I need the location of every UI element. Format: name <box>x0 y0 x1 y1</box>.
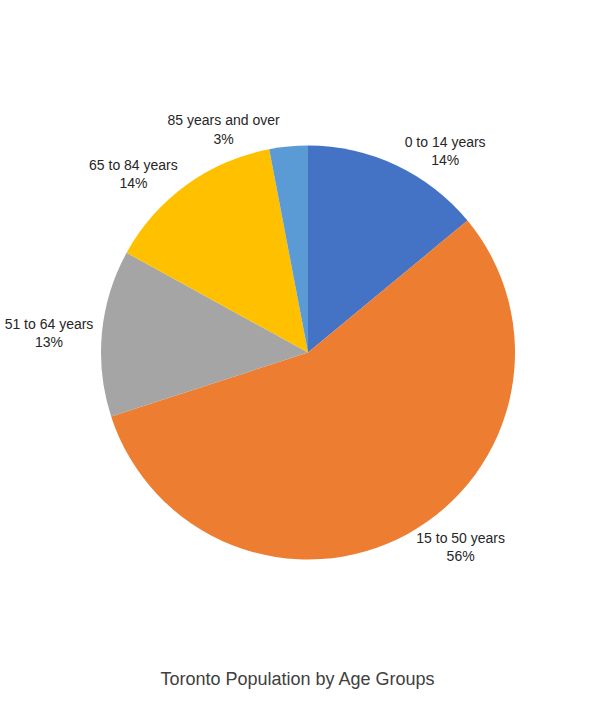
svg-text:85 years and over3%: 85 years and over3% <box>168 112 280 146</box>
svg-text:Toronto Population by Age Grou: Toronto Population by Age Groups <box>160 669 434 689</box>
svg-text:15 to 50 years56%: 15 to 50 years56% <box>416 530 505 564</box>
svg-text:0 to 14 years14%: 0 to 14 years14% <box>405 134 486 168</box>
svg-text:65 to 84 years14%: 65 to 84 years14% <box>89 157 178 191</box>
svg-text:51 to 64 years13%: 51 to 64 years13% <box>5 316 94 350</box>
